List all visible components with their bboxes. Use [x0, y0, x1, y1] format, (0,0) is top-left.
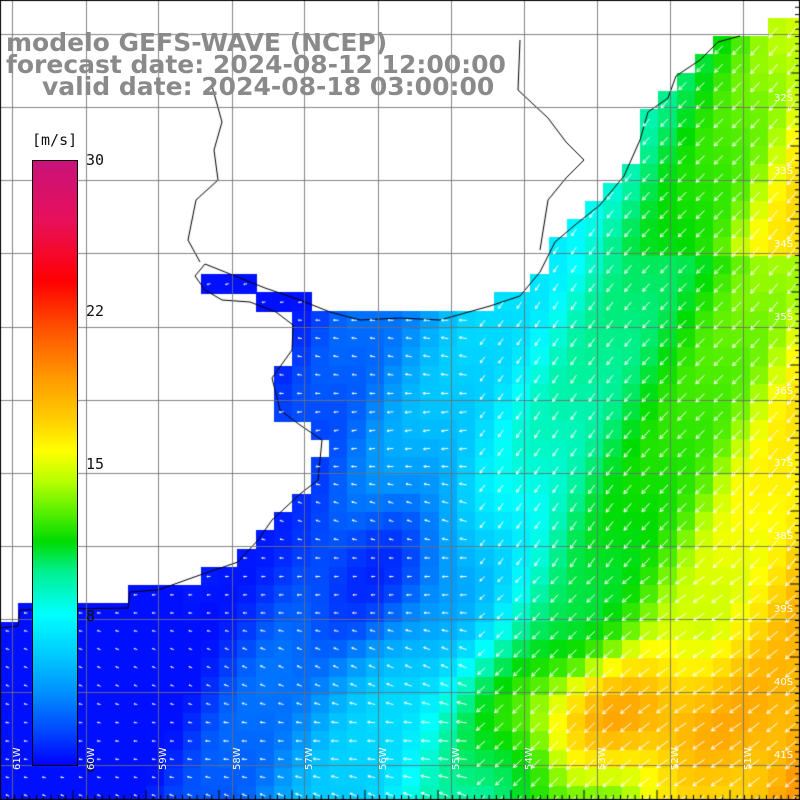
model-title: modelo GEFS-WAVE (NCEP): [6, 28, 388, 57]
forecast-date: forecast date: 2024-08-12 12:00:00: [6, 50, 506, 79]
longitude-label: 60W: [86, 747, 97, 770]
longitude-label: 52W: [670, 747, 681, 770]
latitude-label: 33S: [774, 166, 794, 177]
longitude-label: 56W: [378, 747, 389, 770]
latitude-label: 40S: [774, 677, 794, 688]
colorbar-tick: 30: [86, 151, 105, 169]
latitude-label: 37S: [774, 458, 794, 469]
latitude-label: 34S: [774, 239, 794, 250]
latitude-label: 36S: [774, 386, 794, 397]
latitude-label: 41S: [774, 750, 794, 761]
colorbar-unit: [m/s]: [32, 131, 78, 149]
colorbar: [32, 160, 78, 766]
longitude-label: 51W: [743, 747, 754, 770]
longitude-label: 54W: [524, 747, 535, 770]
longitude-label: 58W: [232, 747, 243, 770]
longitude-label: 57W: [304, 747, 315, 770]
longitude-label: 55W: [451, 747, 462, 770]
latitude-label: 39S: [774, 604, 794, 615]
longitude-label: 53W: [597, 747, 608, 770]
colorbar-tick: 22: [86, 302, 105, 320]
colorbar-tick: 0: [86, 758, 96, 776]
longitude-label: 61W: [12, 747, 23, 770]
latitude-label: 32S: [774, 93, 794, 104]
colorbar-tick: 15: [86, 455, 105, 473]
colorbar-tick: 8: [86, 607, 96, 625]
latitude-label: 35S: [774, 312, 794, 323]
latitude-label: 38S: [774, 531, 794, 542]
valid-date: valid date: 2024-08-18 03:00:00: [42, 72, 495, 101]
longitude-label: 59W: [158, 747, 169, 770]
